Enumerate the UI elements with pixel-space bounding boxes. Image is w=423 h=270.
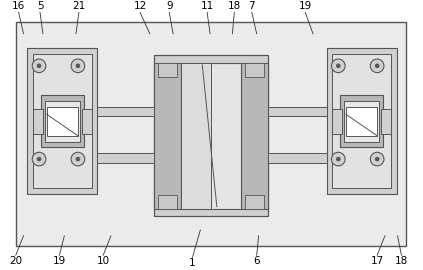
Bar: [154, 55, 268, 217]
Text: 20: 20: [9, 256, 22, 266]
Bar: [381, 109, 391, 134]
Circle shape: [37, 64, 41, 68]
Bar: [41, 95, 84, 147]
Text: 9: 9: [166, 1, 173, 11]
Circle shape: [336, 157, 340, 161]
Bar: [181, 63, 241, 209]
Circle shape: [76, 64, 80, 68]
Text: 18: 18: [395, 256, 408, 266]
Circle shape: [76, 157, 80, 161]
Text: 18: 18: [228, 1, 241, 11]
Bar: [97, 107, 154, 116]
Text: 19: 19: [299, 1, 312, 11]
Circle shape: [375, 64, 379, 68]
Circle shape: [375, 157, 379, 161]
Bar: [268, 153, 327, 163]
Bar: [340, 95, 383, 147]
Bar: [97, 153, 154, 163]
Circle shape: [332, 152, 345, 166]
Bar: [82, 109, 91, 134]
Text: 6: 6: [253, 256, 260, 266]
Text: 19: 19: [53, 256, 66, 266]
Bar: [33, 109, 43, 134]
Text: 12: 12: [134, 1, 147, 11]
Text: 5: 5: [37, 1, 43, 11]
Circle shape: [71, 152, 85, 166]
Text: 10: 10: [96, 256, 110, 266]
Bar: [245, 63, 264, 76]
Bar: [327, 48, 397, 194]
Circle shape: [37, 157, 41, 161]
Circle shape: [336, 64, 340, 68]
Bar: [47, 107, 78, 136]
Bar: [158, 195, 177, 209]
Text: 1: 1: [189, 258, 196, 268]
Text: 16: 16: [12, 1, 25, 11]
Text: 17: 17: [371, 256, 384, 266]
Bar: [158, 63, 177, 76]
Circle shape: [71, 59, 85, 73]
Bar: [332, 54, 391, 188]
Circle shape: [371, 59, 384, 73]
Bar: [332, 109, 342, 134]
Circle shape: [32, 59, 46, 73]
Bar: [33, 54, 91, 188]
Bar: [344, 101, 379, 141]
Bar: [268, 107, 327, 116]
Circle shape: [371, 152, 384, 166]
Bar: [245, 195, 264, 209]
Bar: [154, 63, 181, 209]
Bar: [241, 63, 268, 209]
Bar: [181, 63, 211, 209]
Bar: [45, 101, 80, 141]
Bar: [346, 107, 377, 136]
Circle shape: [32, 152, 46, 166]
Bar: [16, 22, 407, 245]
Text: 21: 21: [72, 1, 85, 11]
Bar: [27, 48, 97, 194]
Circle shape: [332, 59, 345, 73]
Text: 11: 11: [201, 1, 214, 11]
Text: 7: 7: [248, 1, 255, 11]
